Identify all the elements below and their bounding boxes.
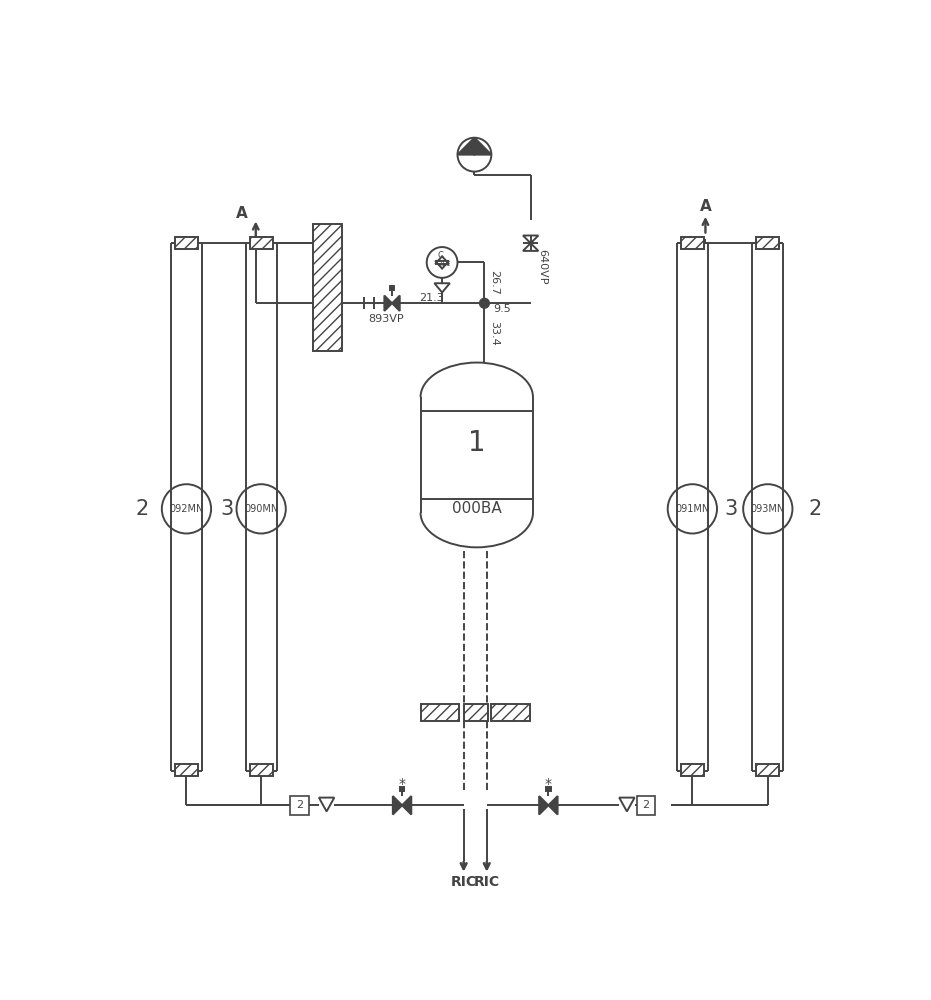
Polygon shape [392, 296, 399, 311]
Bar [250, 764, 273, 776]
Text: 893VP: 893VP [368, 314, 404, 324]
Bar [421, 704, 459, 721]
Bar [390, 286, 395, 290]
Bar [681, 237, 704, 249]
Text: 9.5: 9.5 [493, 304, 511, 314]
Text: 640VP: 640VP [537, 249, 546, 284]
Text: 093MN: 093MN [750, 504, 785, 514]
Text: 3: 3 [724, 499, 737, 519]
Text: 2: 2 [642, 800, 650, 810]
Text: C: C [438, 251, 443, 260]
Text: 091MN: 091MN [675, 504, 709, 514]
Text: 000BA: 000BA [452, 501, 502, 516]
Text: 2: 2 [135, 499, 148, 519]
Bar [175, 237, 198, 249]
Polygon shape [475, 138, 492, 155]
Bar [546, 787, 550, 791]
Text: *: * [545, 777, 552, 791]
Polygon shape [548, 796, 558, 815]
Bar [492, 704, 530, 721]
Text: RIC: RIC [451, 875, 477, 889]
Bar [290, 796, 309, 815]
Text: 1: 1 [468, 429, 486, 457]
Text: *: * [398, 777, 406, 791]
Text: 092MN: 092MN [169, 504, 204, 514]
Text: A: A [236, 206, 248, 221]
Polygon shape [393, 796, 402, 815]
Circle shape [479, 299, 489, 308]
Bar [756, 764, 779, 776]
Text: 211: 211 [438, 261, 452, 267]
Bar [313, 224, 342, 351]
Text: 33.4: 33.4 [489, 321, 499, 345]
Bar [756, 237, 779, 249]
Bar [681, 764, 704, 776]
Bar [399, 787, 404, 791]
Polygon shape [457, 138, 475, 155]
Text: 090MN: 090MN [244, 504, 278, 514]
Polygon shape [539, 796, 548, 815]
Text: A: A [699, 199, 711, 214]
Text: 3: 3 [220, 499, 233, 519]
Polygon shape [402, 796, 412, 815]
Bar [250, 237, 273, 249]
Text: RIC: RIC [474, 875, 500, 889]
Bar [175, 764, 198, 776]
Bar [464, 704, 488, 721]
Bar [637, 796, 655, 815]
Text: 26.7: 26.7 [489, 270, 499, 295]
Polygon shape [385, 296, 392, 311]
Text: 21.3: 21.3 [419, 293, 444, 303]
Text: 2: 2 [296, 800, 304, 810]
Text: 2: 2 [809, 499, 822, 519]
